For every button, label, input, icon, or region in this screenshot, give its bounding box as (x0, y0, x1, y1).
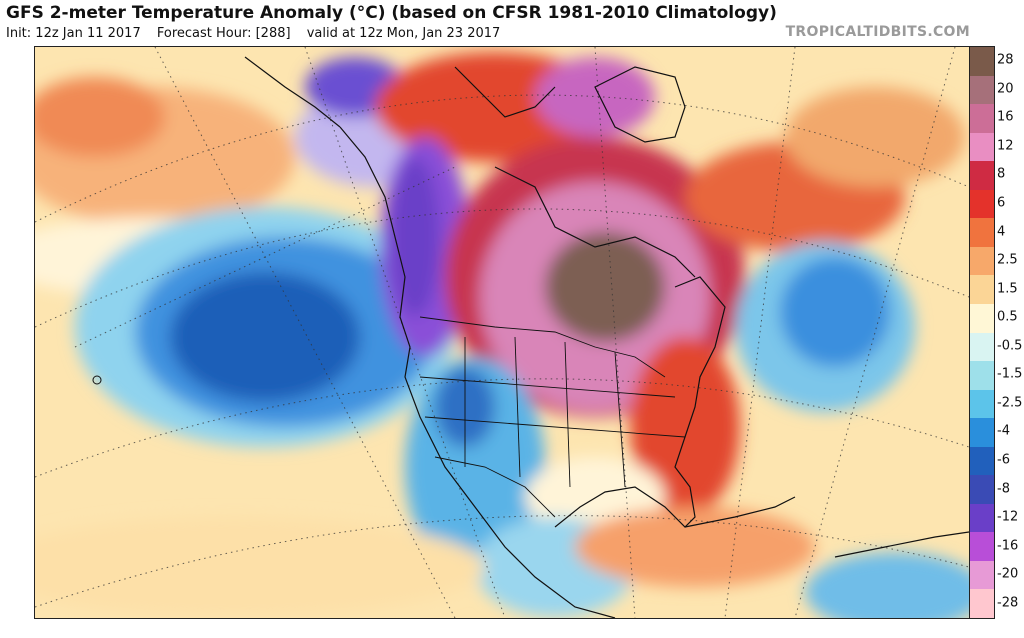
run-info: Init: 12z Jan 11 2017 Forecast Hour: [28… (6, 26, 512, 41)
colorbar-swatch (970, 189, 994, 219)
colorbar-swatch (970, 589, 994, 619)
colorbar-swatch (970, 361, 994, 391)
colorbar-label: -8 (997, 481, 1010, 497)
colorbar-swatch (970, 303, 994, 333)
forecast-hour: Forecast Hour: [288] (156, 26, 291, 41)
colorbar-label: -12 (997, 509, 1019, 525)
colorbar-label: 4 (997, 224, 1006, 240)
colorbar-swatch (970, 503, 994, 533)
colorbar-swatch (970, 332, 994, 362)
anomaly-field (35, 52, 969, 618)
colorbar-swatch (970, 418, 994, 448)
colorbar-label: 20 (997, 81, 1014, 97)
colorbar-swatch (970, 104, 994, 134)
colorbar-label: -6 (997, 452, 1010, 468)
anomaly-map (34, 46, 970, 619)
hawaii-islands (92, 375, 102, 385)
colorbar-swatch (970, 246, 994, 276)
colorbar-label: -0.5 (997, 338, 1023, 354)
political-borders (419, 316, 686, 518)
colorbar-label: -16 (997, 538, 1019, 554)
colorbar-label: 8 (997, 166, 1006, 182)
colorbar-label: 1.5 (997, 281, 1018, 297)
colorbar-label: -2.5 (997, 395, 1023, 411)
colorbar-label: 16 (997, 109, 1014, 125)
colorbar (969, 46, 995, 619)
init-time: Init: 12z Jan 11 2017 (6, 26, 141, 41)
colorbar-label: 12 (997, 138, 1014, 154)
colorbar-label: 2.5 (997, 252, 1018, 268)
colorbar-swatch (970, 47, 994, 76)
chart-title: GFS 2-meter Temperature Anomaly (°C) (ba… (6, 3, 777, 23)
colorbar-label: -1.5 (997, 366, 1023, 382)
colorbar-swatch (970, 389, 994, 419)
colorbar-swatch (970, 446, 994, 476)
colorbar-label: -4 (997, 423, 1010, 439)
colorbar-label: -28 (997, 595, 1019, 611)
colorbar-swatch (970, 560, 994, 590)
anomaly-map-canvas (35, 47, 969, 618)
colorbar-label: 6 (997, 195, 1006, 211)
colorbar-label: 28 (997, 52, 1014, 68)
coastlines (244, 56, 969, 618)
colorbar-swatch (970, 75, 994, 105)
colorbar-swatch (970, 475, 994, 505)
colorbar-swatch (970, 275, 994, 305)
colorbar-label: -20 (997, 566, 1019, 582)
colorbar-swatch (970, 161, 994, 191)
colorbar-swatch (970, 132, 994, 162)
colorbar-label: 0.5 (997, 309, 1018, 325)
source-credit[interactable]: TROPICALTIDBITS.COM (785, 24, 970, 40)
colorbar-swatch (970, 218, 994, 248)
valid-time: valid at 12z Mon, Jan 23 2017 (306, 26, 501, 41)
colorbar-swatch (970, 532, 994, 562)
